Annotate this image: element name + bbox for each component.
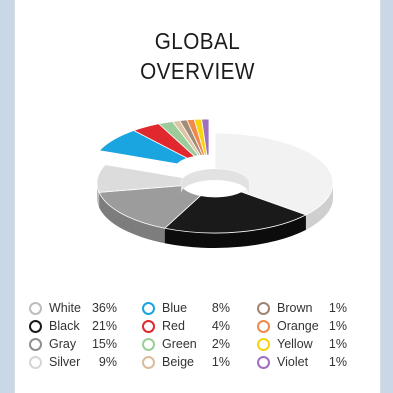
legend-value: 21% (91, 319, 117, 333)
legend-label: Beige (162, 355, 194, 369)
legend-value: 4% (211, 319, 230, 333)
legend-swatch (142, 319, 155, 333)
legend-swatch (257, 301, 270, 315)
legend-swatch (29, 301, 42, 315)
legend-value: 9% (98, 355, 117, 369)
legend-label: Yellow (277, 337, 313, 351)
legend-item-white: White 36% (29, 300, 117, 316)
donut-top-layer (96, 118, 334, 234)
legend-item-black: Black 21% (29, 318, 117, 334)
donut-chart (96, 118, 334, 248)
legend-label: Green (162, 337, 197, 351)
legend-item-orange: Orange 1% (257, 318, 347, 334)
slice-black (163, 191, 307, 234)
legend-value: 1% (328, 355, 347, 369)
legend-item-gray: Gray 15% (29, 336, 117, 352)
legend-swatch (257, 355, 270, 369)
chart-card: GLOBAL OVERVIEW White 36% Blue 8% Brown 1% Bla… (14, 0, 381, 393)
slice-gray (98, 185, 202, 229)
legend-value: 1% (211, 355, 230, 369)
slice-side-black (164, 214, 306, 248)
legend-label: Black (49, 319, 80, 333)
legend-value: 8% (211, 301, 230, 315)
legend-item-brown: Brown 1% (257, 300, 347, 316)
legend-item-yellow: Yellow 1% (257, 336, 347, 352)
donut-hole-wall (181, 169, 249, 194)
slice-side-gray (99, 192, 165, 244)
legend-swatch (257, 337, 270, 351)
legend-value: 2% (211, 337, 230, 351)
legend-item-beige: Beige 1% (142, 354, 230, 370)
chart-title-line-1: GLOBAL (154, 28, 241, 54)
legend-swatch (142, 355, 155, 369)
legend-item-green: Green 2% (142, 336, 230, 352)
legend-label: Brown (277, 301, 313, 315)
legend-swatch (142, 301, 155, 315)
legend-item-blue: Blue 8% (142, 300, 230, 316)
legend-label: Red (162, 319, 185, 333)
legend-value: 1% (328, 337, 347, 351)
legend-label: Violet (277, 355, 309, 369)
legend-value: 1% (328, 301, 347, 315)
legend-label: White (49, 301, 81, 315)
legend-item-silver: Silver 9% (29, 354, 117, 370)
legend-label: Blue (162, 301, 188, 315)
legend-value: 1% (328, 319, 347, 333)
legend-swatch (29, 337, 42, 351)
legend-value: 15% (91, 337, 117, 351)
legend-swatch (29, 355, 42, 369)
legend-swatch (29, 319, 42, 333)
legend-label: Silver (49, 355, 81, 369)
legend-item-violet: Violet 1% (257, 354, 347, 370)
chart-title-line-2: OVERVIEW (140, 58, 255, 84)
legend-label: Orange (277, 319, 319, 333)
legend-item-red: Red 4% (142, 318, 230, 334)
slice-violet (201, 118, 210, 156)
legend-value: 36% (91, 301, 117, 315)
legend-label: Gray (49, 337, 77, 351)
legend-swatch (142, 337, 155, 351)
legend-swatch (257, 319, 270, 333)
